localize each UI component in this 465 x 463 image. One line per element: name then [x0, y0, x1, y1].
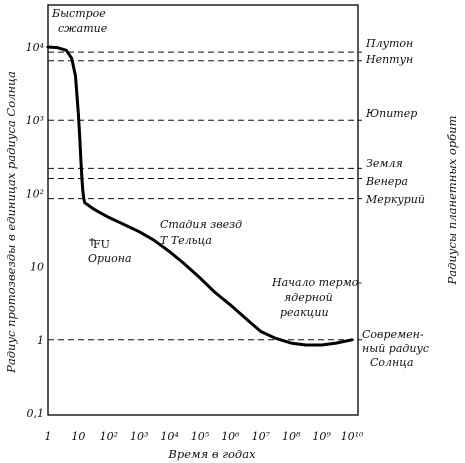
- x-tick-labels: 1 10 10² 10³ 10⁴ 10⁵ 10⁶ 10⁷ 10⁸ 10⁹ 10¹⁰: [45, 430, 364, 443]
- y-axis-title-left: Радиус протозвезды в единицах радиуса Со…: [4, 71, 18, 374]
- annotation-fu-orion-1: FU: [93, 238, 110, 251]
- x-tick-label: 10¹⁰: [341, 430, 364, 443]
- label-jupiter: Юпитер: [365, 107, 417, 120]
- reference-lines: [48, 51, 362, 341]
- label-venus: Венера: [365, 175, 408, 188]
- y-tick-label: 10³: [26, 114, 44, 127]
- y-tick-label: 10: [30, 261, 44, 274]
- annotation-fu-orion-2: Ориона: [88, 252, 132, 265]
- x-axis-title: Время в годах: [167, 447, 256, 461]
- x-tick-label: 10⁸: [282, 430, 301, 443]
- y-axis-title-right: Радиусы планетных орбит: [445, 115, 459, 285]
- label-neptune: Нептун: [365, 53, 413, 66]
- annotation-fast-collapse-1: Быстрое: [51, 7, 106, 20]
- label-sun-1: Современ-: [362, 328, 424, 341]
- x-tick-label: 10⁵: [191, 430, 210, 443]
- x-tick-label: 10⁹: [312, 430, 331, 443]
- x-tick-label: 10⁶: [221, 430, 240, 443]
- label-pluto: Плутон: [365, 37, 413, 50]
- x-tick-label: 10³: [130, 430, 148, 443]
- x-tick-label: 1: [45, 430, 52, 443]
- y-tick-labels: 10⁴ 10³ 10² 10 1 0,1: [26, 41, 44, 420]
- annotation-thermonuclear-2: ядерной: [284, 291, 333, 304]
- y-tick-label: 0,1: [27, 407, 45, 420]
- annotation-thermonuclear-3: реакции: [280, 306, 329, 319]
- radius-curve: [46, 45, 354, 347]
- annotation-t-tauri-1: Стадия звезд: [160, 218, 242, 231]
- annotation-t-tauri-2: T Тельца: [160, 234, 212, 247]
- label-sun-2: ный радиус: [362, 342, 429, 355]
- annotation-thermonuclear-1: Начало термо-: [271, 276, 362, 289]
- x-tick-label: 10: [71, 430, 85, 443]
- x-tick-label: 10⁷: [252, 430, 271, 443]
- y-tick-label: 10⁴: [26, 41, 44, 54]
- x-tick-label: 10⁴: [160, 430, 178, 443]
- y-tick-label: 1: [37, 334, 44, 347]
- label-earth: Земля: [366, 157, 403, 170]
- label-sun-3: Солнца: [370, 356, 414, 369]
- annotation-fast-collapse-2: сжатие: [58, 22, 108, 35]
- x-tick-label: 10²: [100, 430, 118, 443]
- plot-frame: [47, 4, 359, 416]
- y-tick-label: 10²: [26, 187, 44, 200]
- label-mercury: Меркурий: [365, 193, 425, 206]
